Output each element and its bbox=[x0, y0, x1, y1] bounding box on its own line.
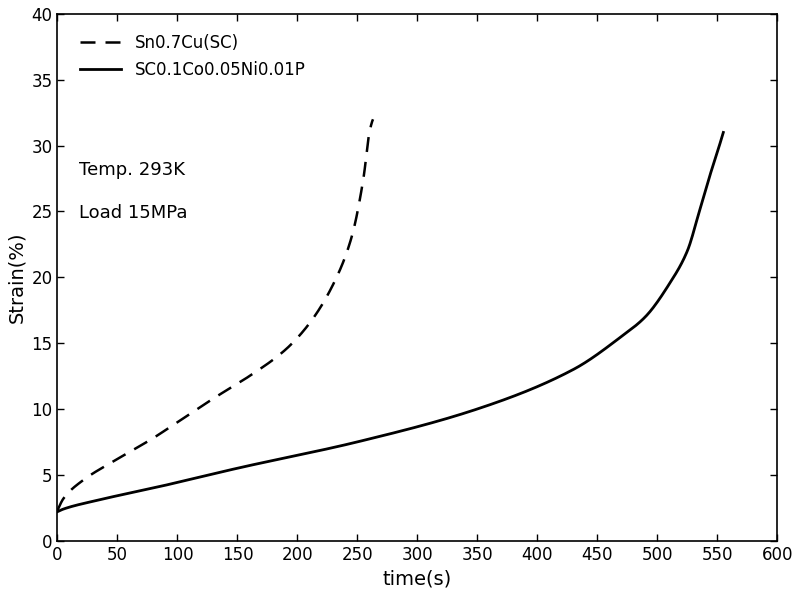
X-axis label: time(s): time(s) bbox=[382, 569, 452, 588]
Sn0.7Cu(SC) bbox=[292, 335, 302, 342]
Sn0.7Cu(SC) bbox=[53, 507, 62, 514]
SC0.1Co0.05Ni0.01P bbox=[53, 508, 62, 515]
Sn0.7Cu(SC) bbox=[254, 367, 263, 374]
Sn0.7Cu(SC) bbox=[368, 115, 378, 123]
Sn0.7Cu(SC) bbox=[236, 378, 246, 386]
Line: SC0.1Co0.05Ni0.01P: SC0.1Co0.05Ni0.01P bbox=[58, 133, 723, 512]
Sn0.7Cu(SC) bbox=[324, 289, 334, 296]
SC0.1Co0.05Ni0.01P bbox=[457, 411, 466, 418]
SC0.1Co0.05Ni0.01P bbox=[439, 416, 449, 423]
SC0.1Co0.05Ni0.01P bbox=[626, 326, 636, 333]
SC0.1Co0.05Ni0.01P bbox=[94, 496, 103, 503]
Sn0.7Cu(SC) bbox=[72, 481, 82, 488]
SC0.1Co0.05Ni0.01P bbox=[718, 129, 728, 136]
SC0.1Co0.05Ni0.01P bbox=[558, 371, 567, 378]
Text: Temp. 293K: Temp. 293K bbox=[79, 161, 185, 180]
Sn0.7Cu(SC) bbox=[244, 372, 254, 380]
Line: Sn0.7Cu(SC): Sn0.7Cu(SC) bbox=[58, 119, 373, 511]
SC0.1Co0.05Ni0.01P bbox=[477, 404, 486, 411]
Legend: Sn0.7Cu(SC), SC0.1Co0.05Ni0.01P: Sn0.7Cu(SC), SC0.1Co0.05Ni0.01P bbox=[73, 27, 312, 85]
Y-axis label: Strain(%): Strain(%) bbox=[7, 231, 26, 323]
Text: Load 15MPa: Load 15MPa bbox=[79, 203, 187, 221]
